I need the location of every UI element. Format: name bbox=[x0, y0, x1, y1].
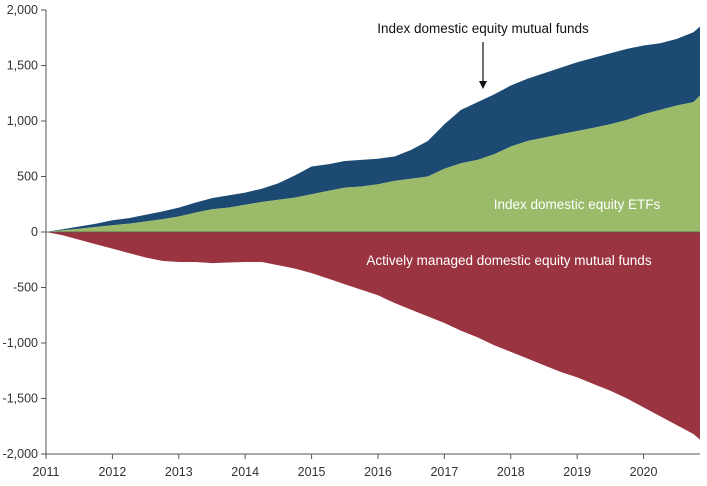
annotation-index-mutual-funds: Index domestic equity mutual funds bbox=[377, 21, 589, 36]
chart-axes: 2,000 1,500 1,000 500 0 -500 -1,000 -1,500 -2,00… bbox=[3, 3, 700, 479]
y-tick-label: 2,000 bbox=[7, 3, 38, 17]
x-tick-label: 2018 bbox=[497, 465, 525, 479]
y-tick-label: 1,500 bbox=[7, 59, 38, 73]
area-index-mutual-funds bbox=[46, 26, 700, 232]
x-tick-label: 2020 bbox=[630, 465, 658, 479]
annotation-arrowhead-icon bbox=[479, 81, 487, 89]
area-index-etfs bbox=[46, 95, 700, 232]
y-tick-label: -1,000 bbox=[3, 336, 38, 350]
y-tick-label: -500 bbox=[13, 281, 38, 295]
area-actively-managed-funds bbox=[46, 232, 700, 440]
y-tick-label: 1,000 bbox=[7, 114, 38, 128]
chart-areas bbox=[46, 26, 700, 440]
y-tick-label: 0 bbox=[31, 225, 38, 239]
chart-labels: Index domestic equity mutual funds Index… bbox=[366, 21, 660, 268]
x-tick-label: 2016 bbox=[364, 465, 392, 479]
y-tick-label: -1,500 bbox=[3, 392, 38, 406]
x-tick-label: 2017 bbox=[430, 465, 458, 479]
x-tick-label: 2013 bbox=[165, 465, 193, 479]
x-tick-label: 2011 bbox=[33, 465, 60, 479]
x-tick-label: 2015 bbox=[298, 465, 326, 479]
annotation-index-etfs: Index domestic equity ETFs bbox=[494, 197, 661, 212]
y-tick-label: -2,000 bbox=[3, 447, 38, 461]
x-tick-label: 2012 bbox=[98, 465, 126, 479]
x-tick-label: 2014 bbox=[231, 465, 259, 479]
y-tick-label: 500 bbox=[17, 170, 38, 184]
annotation-active-funds: Actively managed domestic equity mutual … bbox=[366, 253, 651, 268]
x-tick-label: 2019 bbox=[563, 465, 591, 479]
